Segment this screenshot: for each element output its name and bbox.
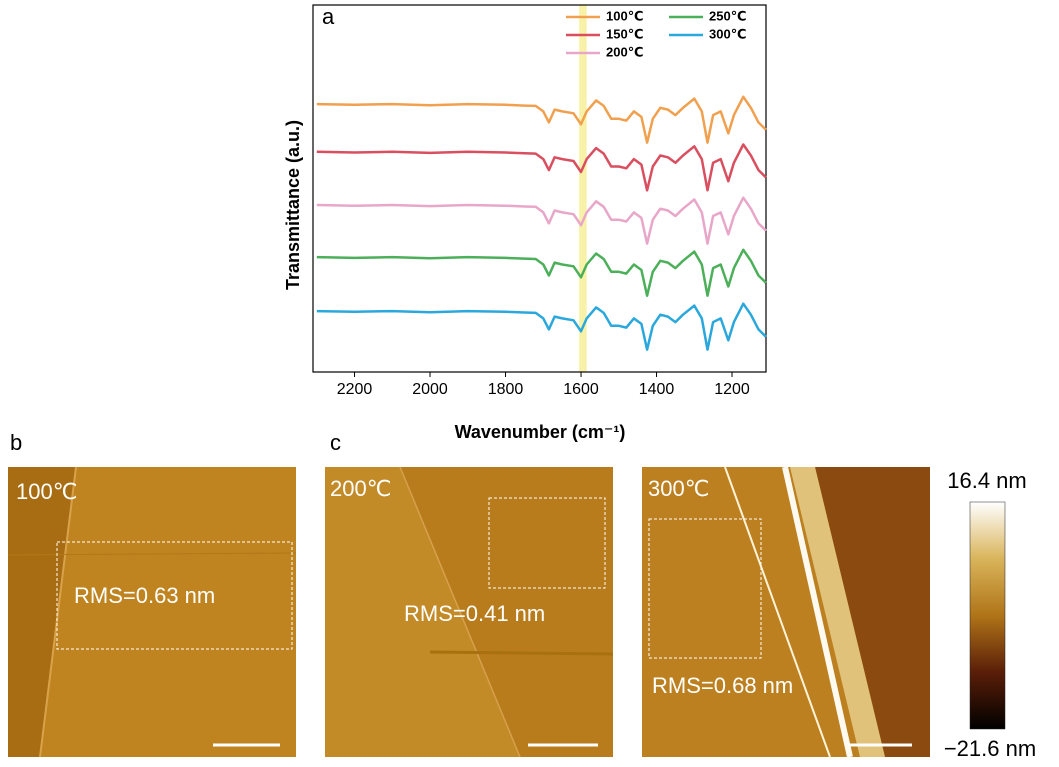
colorbar-max: 16.4 nm — [947, 468, 1027, 493]
series-line — [316, 95, 767, 144]
afm-image — [8, 467, 296, 757]
x-tick-label: 1400 — [639, 381, 675, 398]
temperature-label: 100℃ — [16, 479, 77, 504]
rms-label: RMS=0.68 nm — [652, 673, 793, 698]
roi-box — [56, 497, 762, 659]
legend-label: 100℃ — [606, 8, 643, 23]
x-tick-label: 2000 — [412, 381, 448, 398]
afm-image — [642, 467, 930, 757]
rms-label: RMS=0.63 nm — [74, 583, 215, 608]
afm-image — [325, 467, 613, 757]
x-tick-label: 1600 — [563, 381, 599, 398]
series-line — [316, 196, 767, 245]
legend-label: 150℃ — [606, 26, 643, 41]
plot-frame — [312, 4, 767, 373]
series-line — [316, 302, 767, 351]
highlight-band — [579, 5, 587, 372]
legend-label: 300℃ — [709, 26, 746, 41]
legend-label: 250℃ — [709, 8, 746, 23]
x-tick-label: 1800 — [488, 381, 524, 398]
legend-label: 200℃ — [606, 44, 643, 59]
series-line — [316, 248, 767, 297]
x-axis-title: Wavenumber (cm⁻¹) — [455, 422, 626, 442]
colorbar-min: −21.6 nm — [944, 736, 1036, 761]
temperature-label: 200℃ — [330, 476, 391, 501]
y-axis-title: Transmittance (a.u.) — [283, 120, 303, 290]
panel-label: c — [330, 430, 341, 455]
rms-label: RMS=0.41 nm — [404, 601, 545, 626]
panel-label: a — [322, 4, 335, 29]
panel-label: b — [10, 430, 22, 455]
x-tick-label: 2200 — [337, 381, 373, 398]
colorbar — [969, 501, 1006, 730]
temperature-label: 300℃ — [648, 476, 709, 501]
x-tick-label: 1200 — [714, 381, 750, 398]
series-line — [316, 143, 767, 192]
